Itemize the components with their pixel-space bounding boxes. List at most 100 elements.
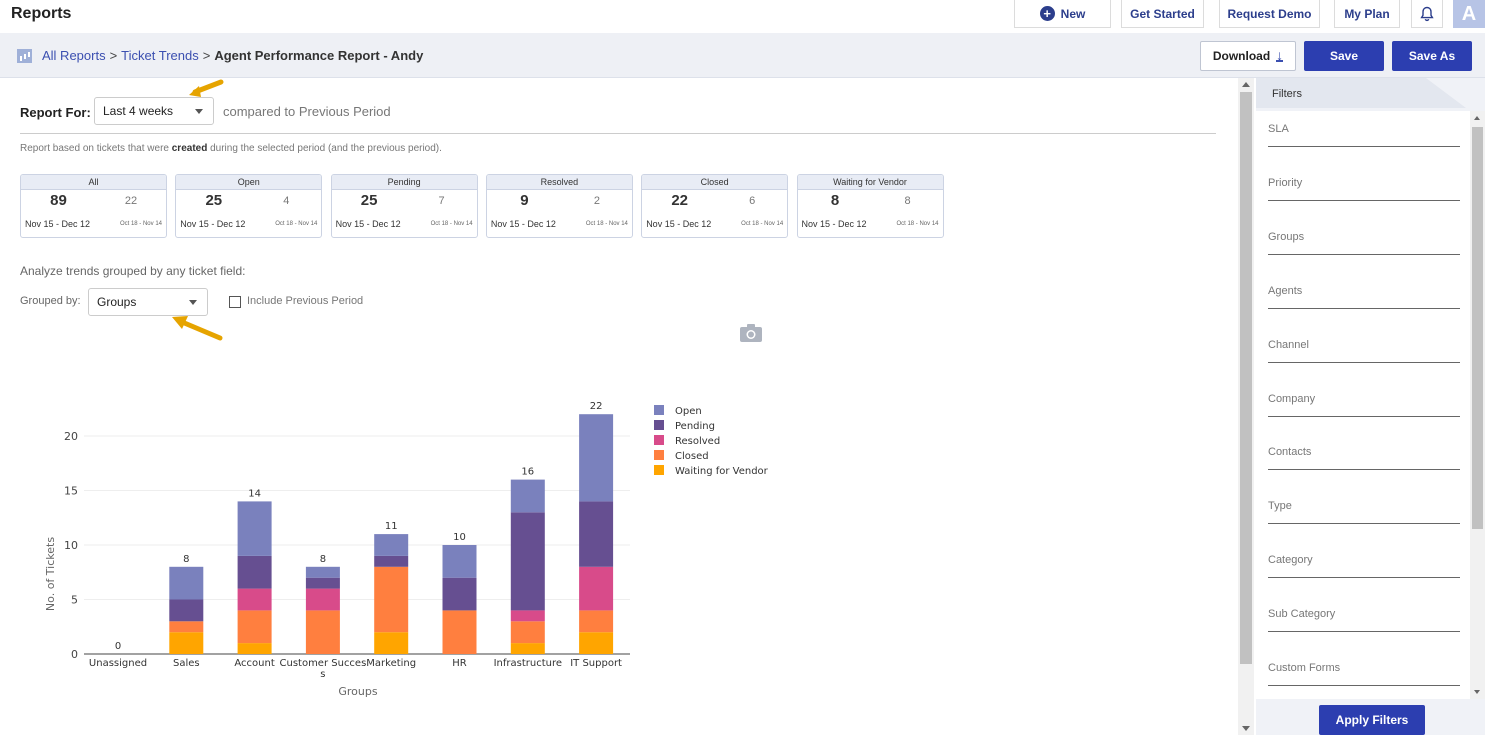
period-select[interactable]: Last 4 weeks — [94, 97, 214, 125]
legend-label: Resolved — [675, 436, 720, 447]
include-previous-label: Include Previous Period — [247, 295, 364, 307]
filter-field-channel[interactable]: Channel — [1268, 339, 1460, 363]
main-scrollbar[interactable] — [1238, 78, 1254, 735]
avatar[interactable]: A — [1453, 0, 1485, 28]
plus-icon: + — [1039, 6, 1055, 21]
bar-segment-open — [510, 479, 545, 513]
bar-segment-waiting-for-vendor — [169, 632, 204, 654]
grouped-by-select[interactable]: Groups — [88, 288, 208, 316]
stat-current-range: Nov 15 - Dec 12 — [490, 219, 556, 229]
stat-current-range: Nov 15 - Dec 12 — [335, 219, 401, 229]
bar-segment-waiting-for-vendor — [579, 632, 614, 654]
stat-current-range: Nov 15 - Dec 12 — [646, 219, 712, 229]
bar-segment-pending — [374, 555, 409, 567]
breadcrumb-all-reports[interactable]: All Reports — [42, 48, 106, 63]
breadcrumb-current: Agent Performance Report - Andy — [214, 48, 424, 63]
x-tick-label: IT Support — [570, 658, 622, 669]
scroll-down-icon[interactable] — [1474, 690, 1480, 694]
stat-card[interactable]: Open 25 4 Nov 15 - Dec 12 Oct 18 - Nov 14 — [175, 174, 323, 238]
bar-segment-resolved — [237, 588, 272, 611]
filter-field-groups[interactable]: Groups — [1268, 231, 1460, 255]
y-tick-label: 10 — [64, 539, 78, 552]
bar-segment-resolved — [579, 566, 614, 611]
bar-total-label: 11 — [385, 521, 398, 532]
report-chart-icon — [17, 48, 32, 63]
filters-scrollbar[interactable] — [1470, 111, 1485, 699]
new-button[interactable]: + New — [1014, 0, 1111, 28]
stat-card[interactable]: All 89 22 Nov 15 - Dec 12 Oct 18 - Nov 14 — [20, 174, 167, 238]
grouped-by-value: Groups — [97, 295, 137, 309]
chevron-down-icon — [195, 109, 203, 114]
my-plan-button[interactable]: My Plan — [1334, 0, 1400, 28]
filters-tab[interactable]: Filters — [1256, 78, 1466, 108]
stat-card[interactable]: Closed 22 6 Nov 15 - Dec 12 Oct 18 - Nov 14 — [641, 174, 789, 238]
stat-card[interactable]: Pending 25 7 Nov 15 - Dec 12 Oct 18 - Nov 14 — [330, 174, 478, 238]
scroll-thumb[interactable] — [1472, 127, 1483, 529]
filter-field-agents[interactable]: Agents — [1268, 285, 1460, 309]
scroll-down-icon[interactable] — [1242, 726, 1250, 731]
bar-segment-open — [374, 534, 409, 556]
stat-card[interactable]: Resolved 9 2 Nov 15 - Dec 12 Oct 18 - Nov 14 — [485, 174, 633, 238]
filter-field-category[interactable]: Category — [1268, 554, 1460, 579]
stat-current-value: 22 — [671, 192, 689, 209]
bar-total-label: 22 — [590, 401, 603, 412]
include-previous-checkbox[interactable] — [229, 296, 241, 308]
breadcrumb-ticket-trends[interactable]: Ticket Trends — [121, 48, 199, 63]
download-button-label: Download — [1212, 49, 1271, 63]
bar-segment-open — [442, 545, 477, 578]
filter-field-sub-category[interactable]: Sub Category — [1268, 608, 1460, 633]
stat-label: All — [21, 175, 166, 190]
y-tick-label: 15 — [64, 485, 78, 498]
legend-label: Open — [675, 406, 702, 417]
bar-total-label: 10 — [453, 532, 466, 543]
breadcrumb-separator: > — [202, 48, 211, 63]
stat-previous-range: Oct 18 - Nov 14 — [430, 221, 473, 227]
save-button[interactable]: Save — [1304, 41, 1384, 71]
stacked-bar-chart: 0 5 10 15 20 No. of Tickets 0 Unassigned 8 Sales 1… — [44, 401, 769, 698]
bar-total-label: 16 — [521, 467, 534, 478]
filters-body: SLA Priority Groups Agents Channel Company Con… — [1256, 111, 1470, 699]
bar-segment-closed — [237, 610, 272, 644]
apply-filters-button[interactable]: Apply Filters — [1319, 705, 1425, 735]
legend-swatch — [654, 435, 664, 445]
bar-total-label: 8 — [320, 554, 326, 565]
report-for-label: Report For: — [20, 105, 91, 120]
scroll-up-icon[interactable] — [1242, 82, 1250, 87]
save-as-button[interactable]: Save As — [1392, 41, 1472, 71]
bar-segment-waiting-for-vendor — [374, 632, 409, 654]
stat-card[interactable]: Waiting for Vendor 8 8 Nov 15 - Dec 12 Oct 1… — [796, 174, 944, 238]
scroll-thumb[interactable] — [1240, 92, 1252, 664]
bar-segment-closed — [442, 610, 477, 654]
filter-field-custom-forms[interactable]: Custom Forms — [1268, 662, 1460, 686]
filter-field-type[interactable]: Type — [1268, 500, 1460, 525]
annotation-arrow-icon — [172, 316, 223, 341]
download-button[interactable]: Download ↓ — [1200, 41, 1296, 71]
request-demo-button[interactable]: Request Demo — [1219, 0, 1320, 28]
breadcrumb: All Reports > Ticket Trends > Agent Perf… — [17, 48, 423, 63]
top-bar: Reports + New Get Started Request Demo M… — [0, 0, 1485, 33]
notifications-button[interactable] — [1411, 0, 1443, 28]
bar-total-label: 14 — [248, 488, 261, 499]
stat-current-range: Nov 15 - Dec 12 — [25, 219, 91, 229]
x-tick-label: Infrastructure — [494, 658, 562, 669]
filter-field-contacts[interactable]: Contacts — [1268, 446, 1460, 471]
bar-segment-resolved — [510, 610, 545, 622]
bar-segment-waiting-for-vendor — [510, 643, 545, 654]
filter-field-priority[interactable]: Priority — [1268, 177, 1460, 201]
scroll-up-icon[interactable] — [1474, 116, 1480, 120]
compare-text: compared to Previous Period — [223, 104, 391, 119]
bar-segment-pending — [510, 512, 545, 611]
camera-icon[interactable] — [739, 323, 763, 343]
y-tick-label: 20 — [64, 430, 78, 443]
stat-previous-value: 22 — [124, 195, 138, 207]
stat-current-value: 25 — [360, 192, 378, 209]
stat-current-value: 8 — [830, 192, 840, 209]
filter-field-company[interactable]: Company — [1268, 393, 1460, 417]
y-axis-label: No. of Tickets — [44, 537, 57, 611]
filter-field-sla[interactable]: SLA — [1268, 123, 1460, 147]
bar-segment-pending — [579, 501, 614, 567]
bar-segment-closed — [305, 610, 340, 654]
legend-label: Pending — [675, 421, 715, 432]
get-started-button[interactable]: Get Started — [1121, 0, 1204, 28]
stat-previous-value: 8 — [904, 195, 911, 207]
